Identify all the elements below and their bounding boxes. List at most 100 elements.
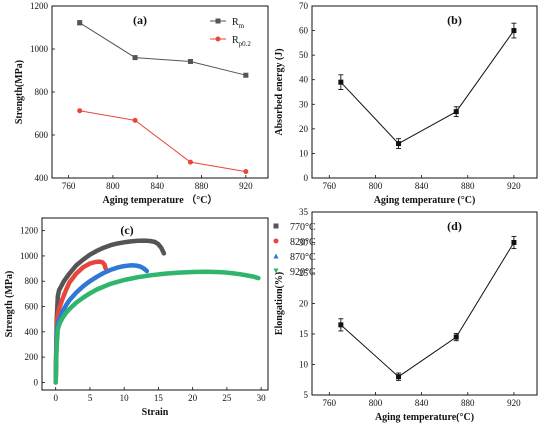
y-tick-label: 0 <box>304 173 309 183</box>
data-point <box>243 72 249 78</box>
data-point <box>57 288 61 292</box>
data-point <box>132 117 138 123</box>
data-point <box>67 281 71 284</box>
x-tick-label: 880 <box>195 181 209 191</box>
x-tick-label: 880 <box>461 181 475 191</box>
data-point <box>396 141 402 147</box>
chart-panel-c: 0 5 10 15 20 25 30 0 200 400 600 800 1000 1200 Strain S… <box>4 217 316 418</box>
y-tick-label: 10 <box>299 360 309 370</box>
panel-label: (b) <box>447 13 462 27</box>
data-point <box>511 28 517 34</box>
panel-label: (d) <box>447 219 462 233</box>
data-point <box>153 240 157 244</box>
data-point <box>74 291 78 295</box>
data-point <box>102 262 106 266</box>
data-point <box>122 264 126 268</box>
data-point <box>156 242 160 246</box>
data-point <box>67 272 71 276</box>
data-point <box>56 310 60 314</box>
data-point <box>511 240 517 245</box>
chart-panel-a: 760 800 840 880 920 400 600 800 1000 1200 Aging te… <box>14 1 269 206</box>
data-point <box>56 327 60 331</box>
data-point <box>239 272 243 276</box>
data-point <box>115 266 119 270</box>
x-tick-label: 800 <box>106 181 120 191</box>
series-a-0 <box>77 20 249 78</box>
legend-label: Rp0.2 <box>232 35 251 48</box>
legend-label-subscript: p0.2 <box>239 40 252 48</box>
data-point <box>74 272 78 276</box>
data-point <box>396 374 402 380</box>
data-point <box>88 253 92 257</box>
x-tick-label: 30 <box>257 393 267 403</box>
x-tick-label: 840 <box>150 181 164 191</box>
series-line <box>79 110 246 173</box>
data-point <box>58 321 62 325</box>
y-tick-label: 1000 <box>30 44 49 54</box>
legend-label: 770°C <box>290 222 316 233</box>
series-line <box>340 30 515 145</box>
data-point <box>453 109 459 115</box>
data-point <box>98 260 102 264</box>
data-point <box>122 240 126 244</box>
plot-frame <box>41 217 269 391</box>
y-axis-title: Absorbed energy (J) <box>274 48 285 135</box>
y-tick-label: 0 <box>34 377 39 387</box>
chart-panel-b: 760 800 840 880 920 0 10 20 30 40 50 60 70 Aging temp… <box>274 1 538 206</box>
data-point <box>95 249 99 253</box>
series-c-0 <box>53 238 167 385</box>
legend: Rm Rp0.2 <box>210 17 251 48</box>
data-point <box>61 316 65 320</box>
chart-panel-d: 760 800 840 880 920 5 10 15 20 25 30 35 Aging temper… <box>274 207 538 423</box>
panel-label: (a) <box>133 13 147 27</box>
data-point <box>218 270 222 274</box>
data-point <box>148 239 152 243</box>
data-point <box>115 242 119 246</box>
data-point <box>93 260 97 264</box>
data-point <box>204 270 208 274</box>
data-point <box>61 297 65 301</box>
x-tick-label: 0 <box>53 393 58 403</box>
data-point <box>77 20 83 26</box>
legend-marker <box>273 223 279 229</box>
y-tick-label: 1200 <box>30 1 49 11</box>
x-axis-title: Aging temperature(°C) <box>375 412 474 423</box>
data-point <box>64 311 68 315</box>
y-tick-label: 40 <box>299 75 309 85</box>
x-tick-label: 25 <box>222 393 232 403</box>
data-point <box>132 55 138 61</box>
data-point <box>95 275 99 279</box>
data-point <box>61 310 65 314</box>
data-point <box>162 251 166 255</box>
data-point <box>122 278 126 282</box>
data-point <box>252 275 256 279</box>
y-tick-label: 35 <box>299 207 309 217</box>
data-point <box>88 262 92 266</box>
y-tick-label: 600 <box>25 302 39 312</box>
legend-marker <box>215 18 221 24</box>
x-tick-label: 920 <box>507 398 521 408</box>
legend-marker <box>273 253 279 259</box>
data-point <box>245 274 249 278</box>
data-point <box>81 296 85 300</box>
data-point <box>81 258 85 262</box>
data-point <box>56 294 60 298</box>
legend-marker <box>273 238 279 244</box>
x-axis-title: Strain <box>142 407 169 418</box>
series-line <box>53 238 167 385</box>
data-point <box>453 334 459 340</box>
data-point <box>142 267 146 271</box>
x-tick-label: 760 <box>62 181 76 191</box>
y-tick-label: 15 <box>299 329 309 339</box>
x-tick-label: 920 <box>239 181 253 191</box>
x-axis-title: Aging temperature (°C) <box>374 195 476 206</box>
panel-label: (c) <box>120 223 133 237</box>
legend-label-subscript: m <box>239 22 245 30</box>
series-line <box>340 242 515 378</box>
y-tick-label: 400 <box>25 327 39 337</box>
data-point <box>256 276 260 280</box>
y-tick-label: 20 <box>299 299 309 309</box>
data-point <box>59 284 63 288</box>
y-axis-title: Elongation(%) <box>274 272 285 335</box>
